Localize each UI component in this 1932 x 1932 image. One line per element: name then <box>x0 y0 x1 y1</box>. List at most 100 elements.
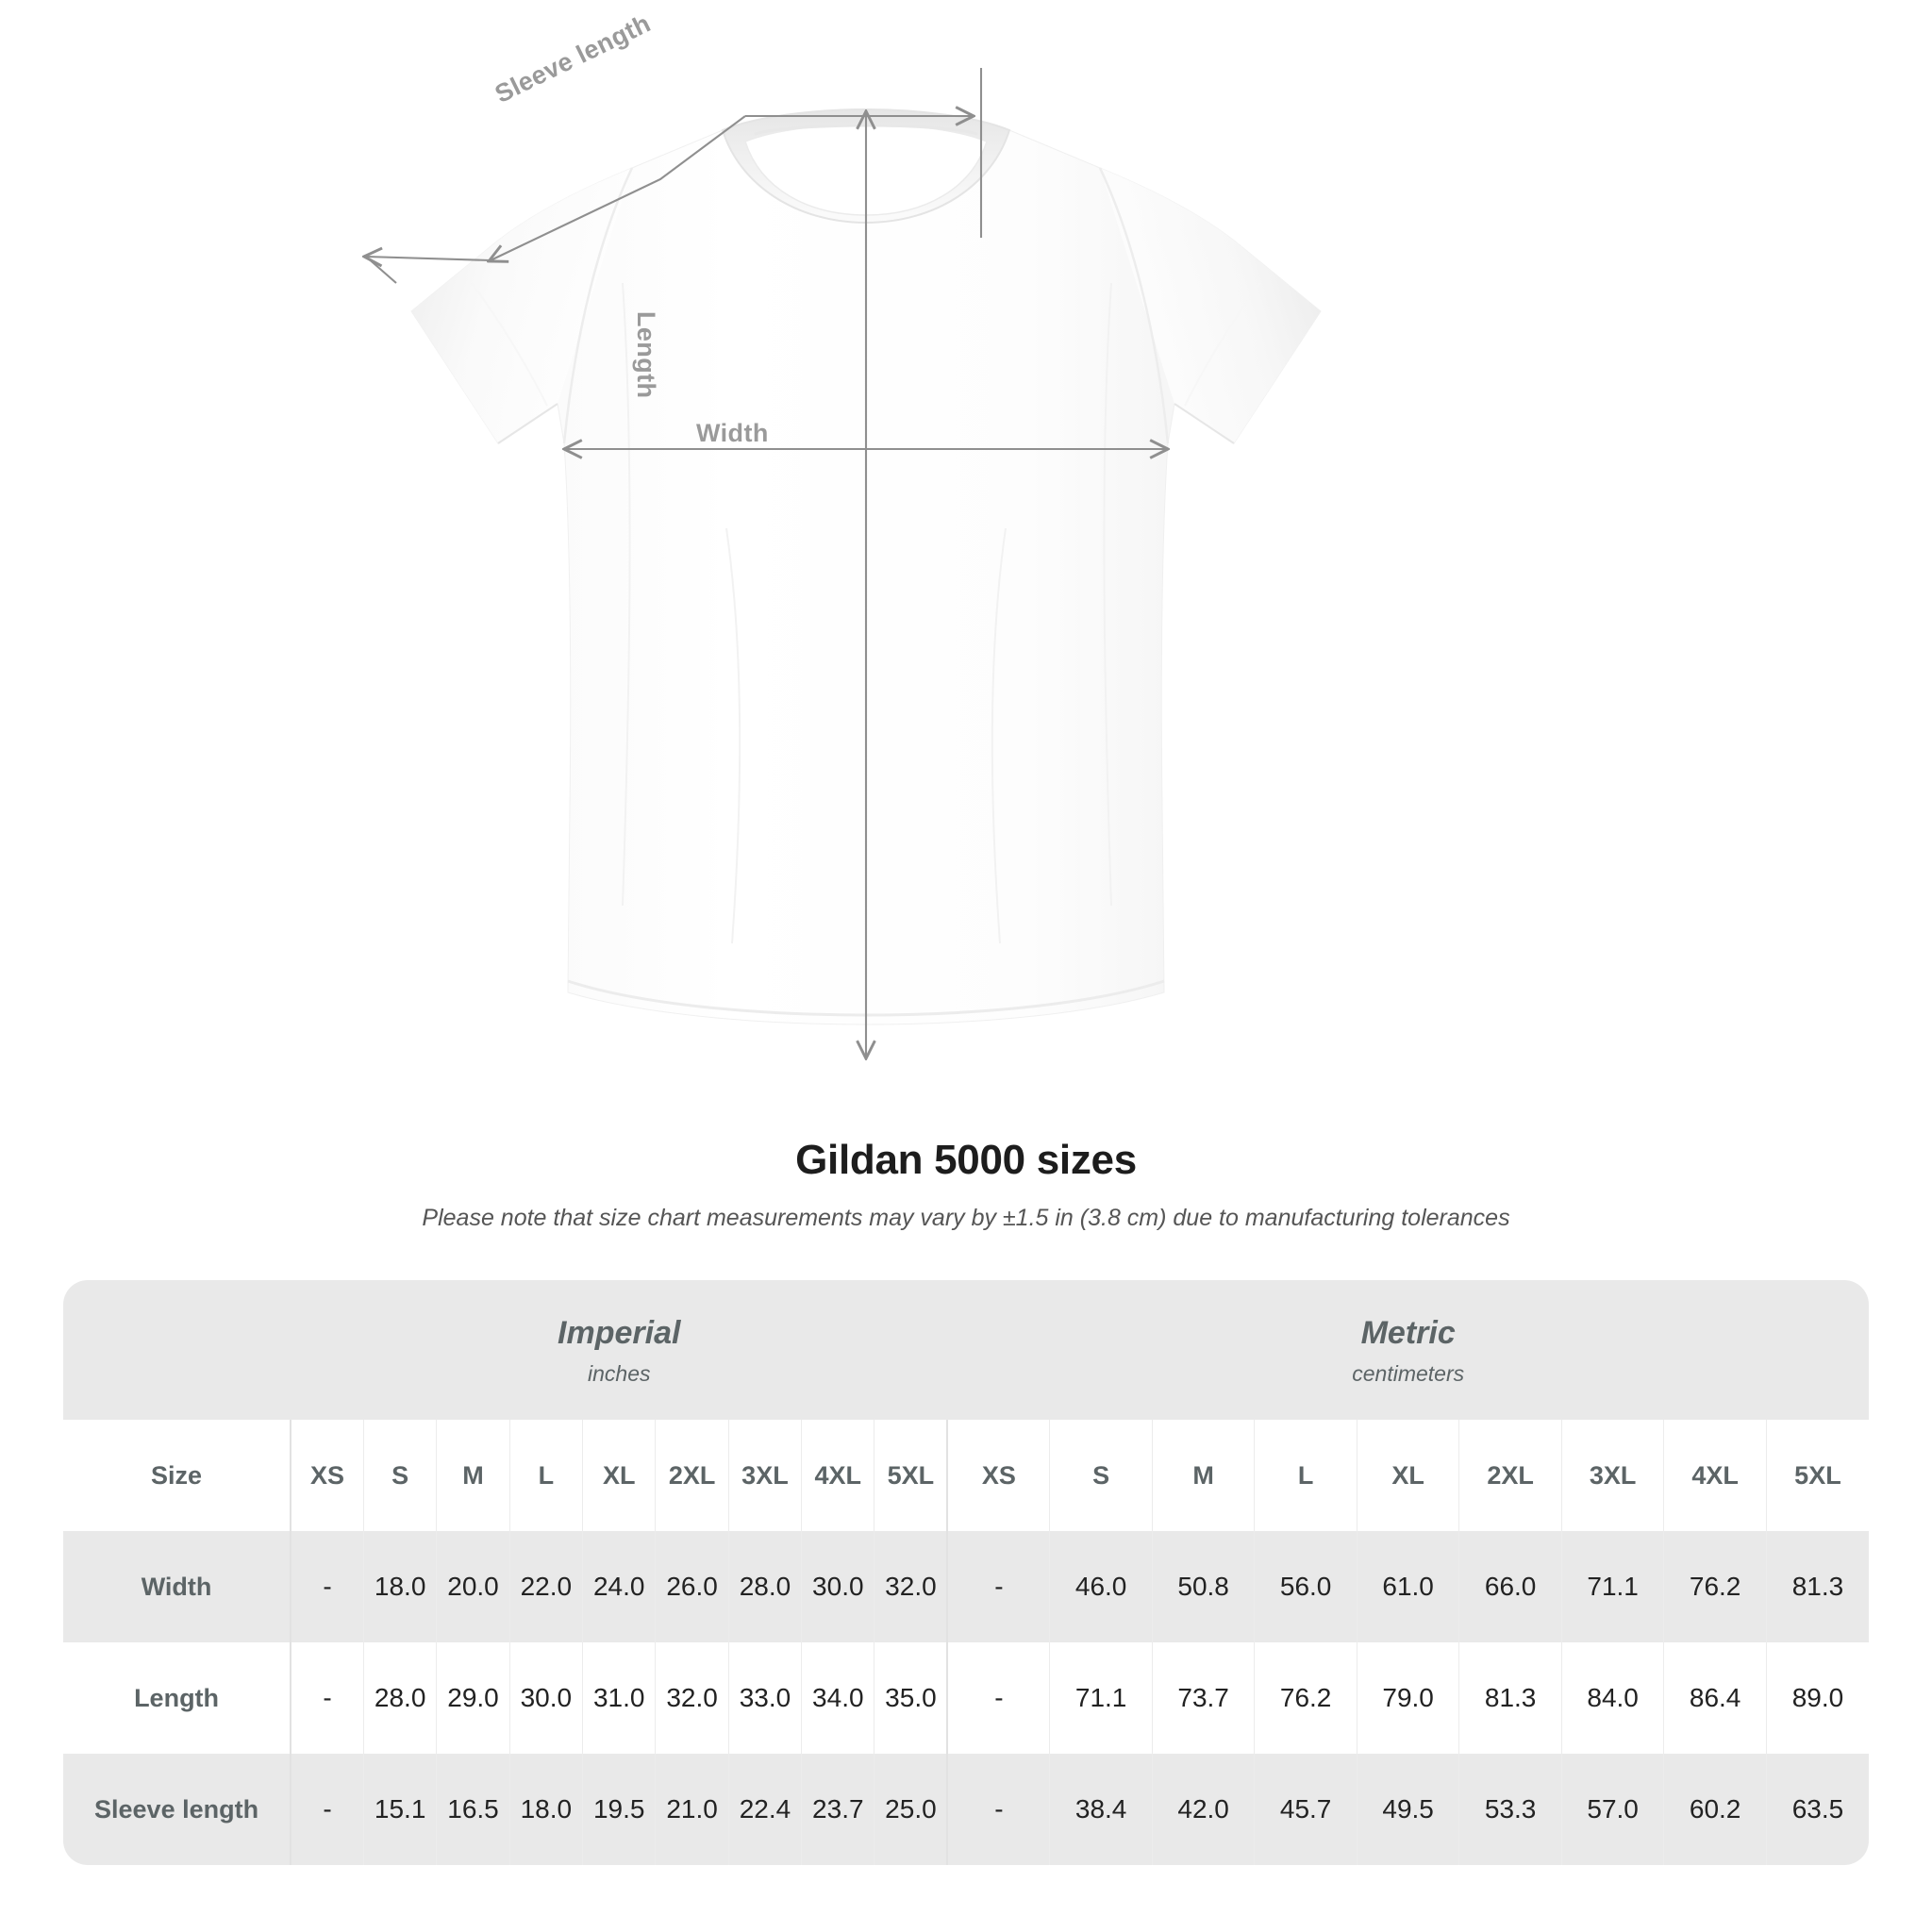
cell-length-imperial-l: 30.0 <box>508 1642 583 1754</box>
cell-sleeve-metric-xl: 49.5 <box>1356 1754 1459 1865</box>
left-armhole-seam <box>562 167 634 444</box>
cell-width-metric-m: 50.8 <box>1151 1531 1255 1642</box>
unit-sub-metric: centimeters <box>1352 1361 1465 1387</box>
cell-length-metric-m: 73.7 <box>1151 1642 1255 1754</box>
row-label-sleeve-length: Sleeve length <box>63 1754 291 1865</box>
left-sleeve <box>411 168 632 443</box>
sleeve-dimension-tick <box>365 256 397 284</box>
cell-sleeve-metric-5xl: 63.5 <box>1765 1754 1869 1865</box>
length-label: Length <box>632 311 660 399</box>
right-sleeve <box>1100 168 1321 443</box>
cell-length-metric-xs: - <box>946 1642 1050 1754</box>
garment-diagram-panel: Sleeve length Length Width <box>0 8 1322 1132</box>
cell-sleeve-imperial-2xl: 21.0 <box>655 1754 729 1865</box>
cell-width-metric-s: 46.0 <box>1049 1531 1153 1642</box>
cell-sleeve-metric-2xl: 53.3 <box>1458 1754 1562 1865</box>
size-col-imperial-3xl: 3XL <box>727 1420 802 1531</box>
cell-sleeve-imperial-4xl: 23.7 <box>801 1754 874 1865</box>
cell-width-metric-3xl: 71.1 <box>1560 1531 1664 1642</box>
cell-width-imperial-m: 20.0 <box>436 1531 510 1642</box>
unit-group-metric: Metric centimeters <box>947 1280 1869 1420</box>
cell-sleeve-metric-l: 45.7 <box>1254 1754 1357 1865</box>
cell-length-imperial-2xl: 32.0 <box>655 1642 729 1754</box>
cell-width-imperial-4xl: 30.0 <box>801 1531 874 1642</box>
cell-length-metric-5xl: 89.0 <box>1765 1642 1869 1754</box>
cell-length-metric-xl: 79.0 <box>1356 1642 1459 1754</box>
cell-length-imperial-s: 28.0 <box>362 1642 437 1754</box>
size-col-metric-s: S <box>1049 1420 1153 1531</box>
cell-width-imperial-s: 18.0 <box>362 1531 437 1642</box>
cell-width-imperial-xs: - <box>290 1531 364 1642</box>
cell-length-metric-l: 76.2 <box>1254 1642 1357 1754</box>
cell-length-imperial-3xl: 33.0 <box>727 1642 802 1754</box>
dimension-lines <box>366 68 1166 1057</box>
size-col-imperial-xl: XL <box>582 1420 656 1531</box>
right-armhole-seam <box>1098 167 1170 444</box>
cell-sleeve-metric-4xl: 60.2 <box>1663 1754 1767 1865</box>
cell-length-imperial-5xl: 35.0 <box>874 1642 948 1754</box>
cell-length-imperial-m: 29.0 <box>436 1642 510 1754</box>
size-col-imperial-2xl: 2XL <box>655 1420 729 1531</box>
cell-width-imperial-xl: 24.0 <box>582 1531 656 1642</box>
cell-width-metric-5xl: 81.3 <box>1765 1531 1869 1642</box>
cell-sleeve-imperial-3xl: 22.4 <box>727 1754 802 1865</box>
cell-sleeve-metric-xs: - <box>946 1754 1050 1865</box>
size-col-metric-xs: XS <box>946 1420 1050 1531</box>
cell-width-imperial-2xl: 26.0 <box>655 1531 729 1642</box>
unit-row-blank <box>63 1280 291 1420</box>
cell-width-metric-4xl: 76.2 <box>1663 1531 1767 1642</box>
size-col-imperial-m: M <box>436 1420 510 1531</box>
size-chart-table-wrap: Imperial inches Metric centimeters Size … <box>63 1280 1869 1865</box>
cell-length-imperial-xs: - <box>290 1642 364 1754</box>
cell-sleeve-metric-m: 42.0 <box>1151 1754 1255 1865</box>
cell-length-metric-4xl: 86.4 <box>1663 1642 1767 1754</box>
size-col-metric-4xl: 4XL <box>1663 1420 1767 1531</box>
width-label: Width <box>696 419 769 447</box>
unit-header-row: Imperial inches Metric centimeters <box>63 1280 1869 1420</box>
cell-sleeve-imperial-s: 15.1 <box>362 1754 437 1865</box>
cell-width-metric-xs: - <box>946 1531 1050 1642</box>
unit-sub-imperial: inches <box>588 1361 651 1387</box>
size-col-metric-5xl: 5XL <box>1765 1420 1869 1531</box>
cell-length-imperial-xl: 31.0 <box>582 1642 656 1754</box>
table-row: Sleeve length - 15.1 16.5 18.0 19.5 21.0… <box>63 1754 1869 1865</box>
size-col-imperial-xs: XS <box>290 1420 364 1531</box>
size-col-metric-xl: XL <box>1356 1420 1459 1531</box>
size-col-metric-3xl: 3XL <box>1560 1420 1664 1531</box>
sleeve-dimension-diagonal <box>491 115 746 260</box>
unit-group-imperial: Imperial inches <box>291 1280 948 1420</box>
cell-width-metric-xl: 61.0 <box>1356 1531 1459 1642</box>
cell-length-imperial-4xl: 34.0 <box>801 1642 874 1754</box>
cell-sleeve-imperial-xl: 19.5 <box>582 1754 656 1865</box>
right-sleeve-hem <box>1174 403 1235 444</box>
cell-length-metric-s: 71.1 <box>1049 1642 1153 1754</box>
table-row: Length - 28.0 29.0 30.0 31.0 32.0 33.0 3… <box>63 1642 1869 1754</box>
size-col-imperial-4xl: 4XL <box>801 1420 874 1531</box>
cell-width-imperial-3xl: 28.0 <box>727 1531 802 1642</box>
unit-name-metric: Metric <box>1360 1314 1456 1351</box>
size-header-label: Size <box>63 1420 291 1531</box>
left-sleeve-hem <box>497 403 558 444</box>
size-col-imperial-l: L <box>508 1420 583 1531</box>
cell-width-imperial-l: 22.0 <box>508 1531 583 1642</box>
cell-sleeve-metric-s: 38.4 <box>1049 1754 1153 1865</box>
row-label-length: Length <box>63 1642 291 1754</box>
page-title: Gildan 5000 sizes <box>795 1137 1137 1183</box>
cell-length-metric-3xl: 84.0 <box>1560 1642 1664 1754</box>
cell-sleeve-imperial-m: 16.5 <box>436 1754 510 1865</box>
size-col-metric-m: M <box>1151 1420 1255 1531</box>
fabric-folds <box>622 282 1112 944</box>
cell-width-metric-2xl: 66.0 <box>1458 1531 1562 1642</box>
cell-length-metric-2xl: 81.3 <box>1458 1642 1562 1754</box>
cell-sleeve-metric-3xl: 57.0 <box>1560 1754 1664 1865</box>
size-col-imperial-s: S <box>362 1420 437 1531</box>
tshirt-diagram-svg <box>0 68 1322 1132</box>
tolerance-note: Please note that size chart measurements… <box>422 1205 1510 1231</box>
cell-sleeve-imperial-xs: - <box>290 1754 364 1865</box>
title-block: Gildan 5000 sizes Please note that size … <box>0 1137 1932 1232</box>
cell-sleeve-imperial-5xl: 25.0 <box>874 1754 948 1865</box>
size-col-metric-l: L <box>1254 1420 1357 1531</box>
size-header-row: Size XS S M L XL 2XL 3XL 4XL 5XL XS S M … <box>63 1420 1869 1531</box>
sleeve-dimension-leader <box>366 257 491 260</box>
size-col-imperial-5xl: 5XL <box>874 1420 948 1531</box>
